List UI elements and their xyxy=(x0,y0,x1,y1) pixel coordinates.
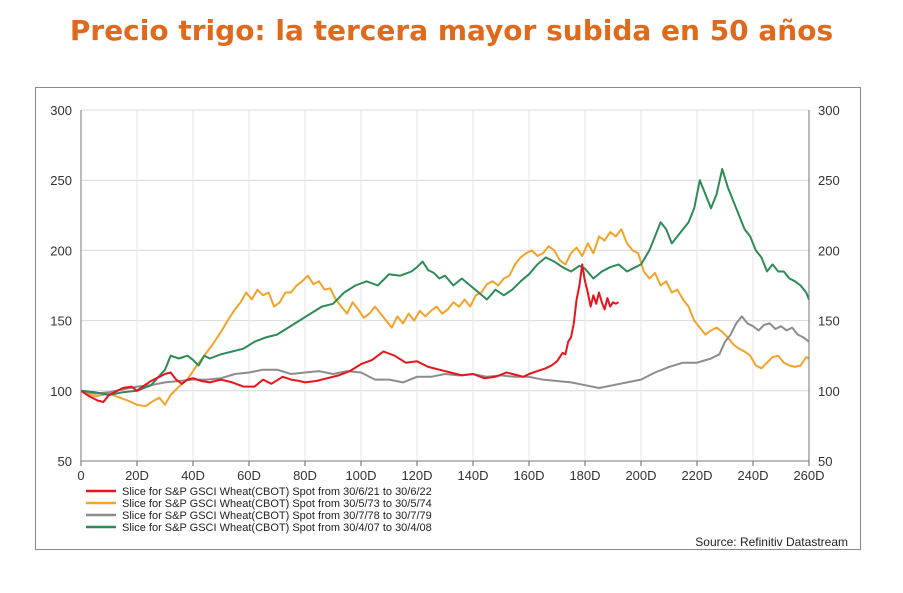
y-tick-label-right: 300 xyxy=(818,103,840,118)
y-tick-label-left: 200 xyxy=(50,243,72,258)
x-tick-label: 60D xyxy=(237,468,261,483)
legend-label-0: Slice for S&P GSCI Wheat(CBOT) Spot from… xyxy=(122,486,432,498)
source-label: Source: Refinitiv Datastream xyxy=(695,535,848,549)
x-tick-label: 20D xyxy=(125,468,149,483)
series-line-2 xyxy=(80,315,810,395)
y-tick-label-left: 250 xyxy=(50,173,72,188)
y-tick-label-left: 300 xyxy=(50,103,72,118)
x-tick-label: 220D xyxy=(681,468,712,483)
series-line-1 xyxy=(80,228,810,408)
series-line-3 xyxy=(80,168,810,396)
page-title: Precio trigo: la tercera mayor subida en… xyxy=(69,14,834,47)
legend: Slice for S&P GSCI Wheat(CBOT) Spot from… xyxy=(86,486,432,534)
x-tick-label: 180D xyxy=(569,468,600,483)
x-tick-label: 100D xyxy=(345,468,376,483)
y-tick-label-right: 50 xyxy=(818,454,832,469)
grid-lines xyxy=(80,109,810,462)
legend-label-3: Slice for S&P GSCI Wheat(CBOT) Spot from… xyxy=(122,522,432,534)
legend-label-2: Slice for S&P GSCI Wheat(CBOT) Spot from… xyxy=(122,510,432,522)
y-tick-label-left: 100 xyxy=(50,384,72,399)
x-tick-label: 240D xyxy=(737,468,768,483)
x-tick-label: 160D xyxy=(513,468,544,483)
line-chart: 50 50 100 100 150 150 200 200 250 250 300 300 0 20D 40… xyxy=(50,103,848,549)
x-tick-label: 200D xyxy=(625,468,656,483)
chart-frame: 50 50 100 100 150 150 200 200 250 250 300 300 0 20D 40… xyxy=(35,87,861,550)
x-tick-label: 140D xyxy=(457,468,488,483)
y-tick-label-right: 250 xyxy=(818,173,840,188)
x-tick-label: 0 xyxy=(77,468,84,483)
x-tick-label: 120D xyxy=(401,468,432,483)
y-tick-label-left: 50 xyxy=(58,454,72,469)
series-line-0 xyxy=(80,263,620,403)
y-tick-label-right: 100 xyxy=(818,384,840,399)
series-lines xyxy=(80,168,810,408)
x-tick-label: 40D xyxy=(181,468,205,483)
x-tick-label: 260D xyxy=(793,468,824,483)
y-tick-label-right: 150 xyxy=(818,314,840,329)
x-tick-label: 80D xyxy=(293,468,317,483)
y-tick-label-right: 200 xyxy=(818,243,840,258)
legend-label-1: Slice for S&P GSCI Wheat(CBOT) Spot from… xyxy=(122,498,432,510)
axes: 50 50 100 100 150 150 200 200 250 250 300 300 0 20D 40… xyxy=(50,103,839,483)
y-tick-label-left: 150 xyxy=(50,314,72,329)
